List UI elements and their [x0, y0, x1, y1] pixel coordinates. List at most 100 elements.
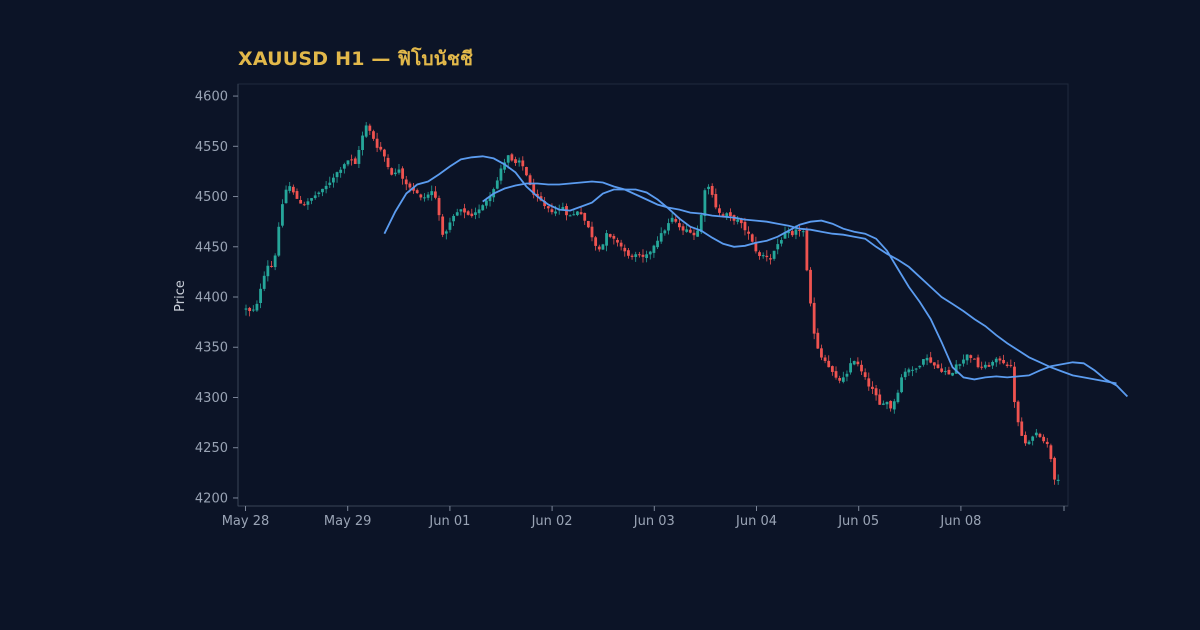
candle-body — [382, 149, 386, 157]
candle-body — [1031, 436, 1035, 441]
ma-slow-line — [482, 180, 1117, 385]
candle-body — [361, 135, 364, 150]
candle-body — [364, 125, 368, 137]
candle-body — [776, 244, 780, 250]
candle-body — [798, 229, 801, 231]
y-axis-label: Price — [173, 280, 188, 312]
candle-body — [441, 216, 445, 235]
x-tick-label: Jun 04 — [735, 514, 777, 529]
candle-body — [244, 308, 248, 310]
candle-body — [739, 219, 743, 224]
candle-body — [437, 198, 441, 216]
candle-body — [823, 357, 827, 361]
candle-body — [1045, 441, 1049, 445]
candle-body — [459, 209, 463, 212]
candle-body — [514, 159, 517, 164]
candle-body — [408, 183, 412, 188]
candle-body — [714, 194, 718, 208]
candle-body — [586, 220, 590, 228]
candle-body — [983, 364, 987, 368]
candle-body — [787, 231, 791, 234]
candle-body — [521, 160, 525, 167]
candle-body — [601, 244, 605, 250]
candle-body — [812, 302, 816, 334]
x-tick-label: Jun 05 — [837, 514, 879, 529]
candle-body — [288, 186, 292, 191]
candle-body — [659, 233, 663, 242]
candle-body — [608, 234, 612, 237]
candle-body — [506, 155, 510, 163]
candle-body — [892, 401, 896, 410]
candle-body — [270, 265, 273, 267]
candle-body — [572, 214, 576, 216]
x-tick-label: May 28 — [222, 514, 270, 529]
candle-body — [958, 364, 962, 366]
candle-body — [652, 245, 656, 253]
candle-body — [554, 211, 557, 214]
y-tick-label: 4400 — [195, 291, 228, 306]
candle-body — [455, 212, 459, 216]
candle-body — [430, 191, 434, 196]
candle-body — [627, 250, 630, 256]
candle-body — [423, 197, 426, 199]
candle-body — [951, 372, 954, 376]
candle-body — [259, 288, 262, 303]
candle-body — [543, 201, 547, 207]
candle-body — [925, 357, 929, 361]
candle-body — [991, 361, 995, 366]
candle-body — [525, 166, 528, 176]
candle-body — [641, 254, 645, 257]
candle-body — [299, 199, 303, 204]
x-tick-label: Jun 01 — [428, 514, 470, 529]
candle-body — [335, 172, 339, 178]
candle-body — [368, 125, 372, 131]
candle-body — [845, 373, 849, 377]
candle-body — [452, 215, 455, 222]
candle-body — [404, 179, 408, 185]
candle-body — [477, 209, 481, 214]
y-tick-label: 4350 — [195, 341, 228, 356]
candle-body — [889, 400, 893, 409]
candle-body — [324, 185, 328, 190]
x-tick-label: Jun 03 — [633, 514, 675, 529]
candle-body — [393, 172, 397, 175]
candle-body — [816, 332, 820, 349]
candle-body — [772, 250, 776, 259]
candle-body — [474, 212, 477, 215]
candle-body — [426, 194, 430, 198]
candle-body — [758, 252, 761, 256]
candle-body — [830, 366, 834, 372]
candle-body — [321, 188, 324, 193]
candle-body — [980, 366, 984, 368]
candle-body — [896, 392, 900, 403]
candle-body — [860, 364, 863, 372]
candle-body — [900, 377, 903, 393]
candle-body — [503, 162, 506, 170]
candle-body — [357, 149, 361, 164]
candle-body — [754, 242, 758, 252]
candle-body — [339, 169, 343, 173]
candle-body — [670, 217, 674, 222]
candle-body — [707, 186, 710, 190]
candle-body — [907, 369, 911, 373]
candle-body — [911, 369, 914, 371]
candle-body — [849, 363, 852, 373]
candle-body — [310, 198, 313, 201]
candle-body — [433, 191, 437, 198]
candle-body — [415, 190, 419, 194]
candle-body — [692, 232, 696, 236]
candle-body — [342, 164, 346, 169]
candle-body — [390, 168, 394, 175]
candle-body — [794, 229, 798, 235]
candle-body — [852, 361, 856, 365]
ma-fast-line — [383, 155, 1129, 398]
candle-body — [281, 204, 284, 226]
candle-body — [736, 219, 740, 222]
candle-body — [867, 378, 871, 387]
y-tick-label: 4600 — [195, 90, 228, 105]
candle-body — [397, 169, 401, 173]
candle-body — [1053, 457, 1056, 480]
candle-body — [576, 211, 579, 215]
candle-body — [965, 354, 969, 361]
candle-body — [561, 207, 565, 211]
